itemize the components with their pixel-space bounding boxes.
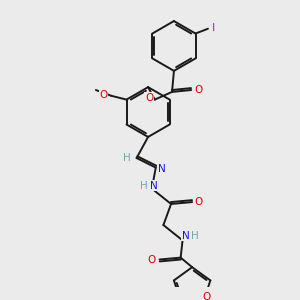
Text: N: N xyxy=(182,231,189,241)
Text: O: O xyxy=(195,197,203,207)
Text: O: O xyxy=(145,93,153,103)
Text: H: H xyxy=(191,231,199,241)
Text: N: N xyxy=(158,164,165,173)
Text: H: H xyxy=(140,181,148,191)
Text: O: O xyxy=(99,90,108,100)
Text: I: I xyxy=(212,23,215,33)
Text: O: O xyxy=(203,292,211,300)
Text: O: O xyxy=(195,85,203,95)
Text: H: H xyxy=(123,153,131,163)
Text: O: O xyxy=(148,254,156,265)
Text: N: N xyxy=(150,181,158,191)
